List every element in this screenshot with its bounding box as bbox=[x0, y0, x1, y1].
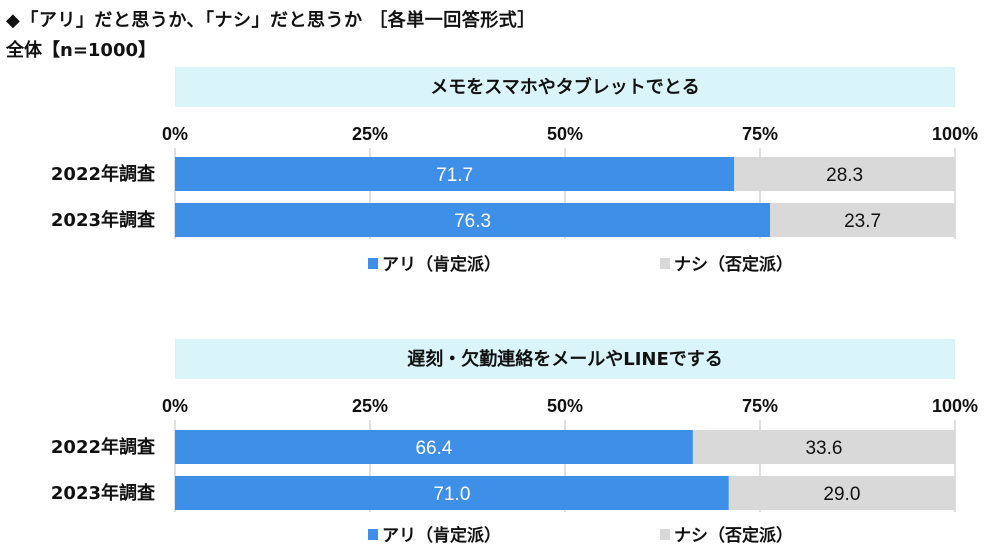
chart2-bar-ari-1 bbox=[175, 430, 693, 464]
chart2-data-label-nashi-1: 33.6 bbox=[805, 438, 842, 459]
chart1-tick-label-3: 75% bbox=[742, 124, 778, 144]
chart1-title: メモをスマホやタブレットでとる bbox=[430, 76, 699, 98]
chart1-legend-label-nashi: ナシ（否定派） bbox=[674, 254, 793, 275]
chart2-title: 遅刻・欠勤連絡をメールやLINEでする bbox=[407, 348, 723, 370]
chart2-tick-label-1: 25% bbox=[352, 396, 388, 416]
chart1-bar-nashi-1 bbox=[734, 157, 955, 191]
chart2-data-label-ari-1: 66.4 bbox=[415, 438, 452, 459]
chart1-data-label-ari-1: 71.7 bbox=[436, 165, 473, 186]
chart1-tick-label-4: 100% bbox=[932, 124, 978, 144]
chart2-legend-swatch-nashi bbox=[660, 529, 670, 540]
page-title: ◆「アリ」だと思うか、「ナシ」だと思うか ［各単一回答形式］ bbox=[6, 10, 536, 31]
chart2-legend-swatch-ari bbox=[368, 529, 378, 540]
chart1-legend-swatch-nashi bbox=[660, 258, 670, 269]
chart2-data-label-nashi-2: 29.0 bbox=[823, 484, 860, 505]
chart2-data-label-ari-2: 71.0 bbox=[433, 484, 470, 505]
chart1-bar-ari-2 bbox=[175, 203, 771, 237]
chart1-bar-nashi-2 bbox=[770, 203, 955, 237]
chart2-tick-label-4: 100% bbox=[932, 396, 978, 416]
chart1-bar-ari-1 bbox=[175, 157, 735, 191]
chart1-data-label-ari-2: 76.3 bbox=[454, 211, 491, 232]
chart1-tick-label-2: 50% bbox=[547, 124, 583, 144]
chart2-bar-ari-2 bbox=[175, 476, 729, 510]
chart1-data-label-nashi-1: 28.3 bbox=[826, 165, 863, 186]
chart1-tick-label-0: 0% bbox=[162, 124, 188, 144]
chart2-category-label-1: 2022年調査 bbox=[51, 436, 155, 458]
chart2-bar-nashi-2 bbox=[728, 476, 955, 510]
chart2-tick-label-0: 0% bbox=[162, 396, 188, 416]
chart1-category-label-1: 2022年調査 bbox=[51, 163, 155, 185]
chart1-title-band bbox=[175, 67, 955, 107]
chart1-tick-label-1: 25% bbox=[352, 124, 388, 144]
chart2-bar-nashi-1 bbox=[692, 430, 955, 464]
sample-size-label: 全体【n=1000】 bbox=[6, 40, 156, 61]
chart1-category-label-2: 2023年調査 bbox=[51, 209, 155, 231]
chart2-legend-label-ari: アリ（肯定派） bbox=[382, 525, 501, 546]
chart2-legend-label-nashi: ナシ（否定派） bbox=[674, 525, 793, 546]
chart2-tick-label-2: 50% bbox=[547, 396, 583, 416]
chart2-tick-label-3: 75% bbox=[742, 396, 778, 416]
chart2-title-band bbox=[175, 339, 955, 379]
chart2-category-label-2: 2023年調査 bbox=[51, 482, 155, 504]
chart1-data-label-nashi-2: 23.7 bbox=[844, 211, 881, 232]
chart1-legend-swatch-ari bbox=[368, 258, 378, 269]
chart1-legend-label-ari: アリ（肯定派） bbox=[382, 254, 501, 275]
